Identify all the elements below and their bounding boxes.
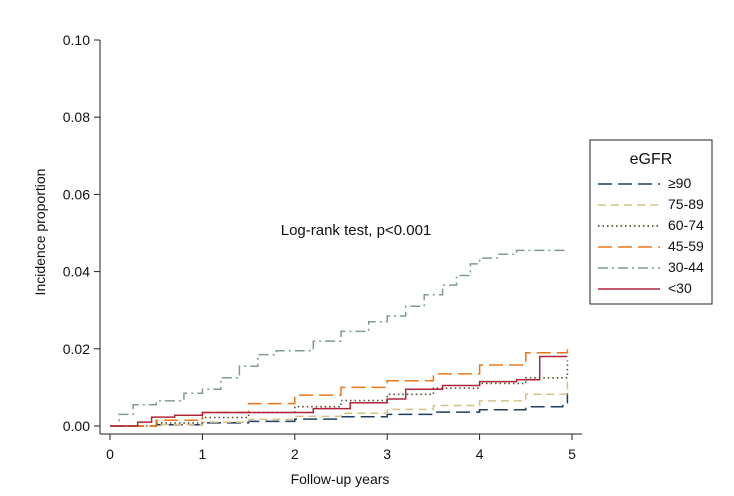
y-tick-label: 0.10 bbox=[63, 32, 90, 48]
y-tick-label: 0.00 bbox=[63, 418, 90, 434]
series-line bbox=[110, 381, 569, 427]
x-tick-label: 1 bbox=[199, 446, 207, 462]
y-tick-label: 0.02 bbox=[63, 341, 90, 357]
x-axis-title: Follow-up years bbox=[291, 471, 390, 487]
x-tick-label: 3 bbox=[383, 446, 391, 462]
y-axis-title: Incidence proportion bbox=[32, 169, 48, 296]
series-line bbox=[110, 360, 569, 427]
legend-label: ≥90 bbox=[668, 175, 691, 191]
legend-label: 60-74 bbox=[668, 217, 704, 233]
series-line bbox=[110, 355, 568, 427]
legend-title: eGFR bbox=[630, 151, 673, 168]
x-tick-label: 0 bbox=[106, 446, 114, 462]
legend-label: 75-89 bbox=[668, 196, 704, 212]
x-tick-label: 5 bbox=[568, 446, 576, 462]
legend-label: <30 bbox=[668, 280, 692, 296]
series-line bbox=[110, 346, 569, 427]
y-tick-label: 0.06 bbox=[63, 186, 90, 202]
y-tick-label: 0.08 bbox=[63, 109, 90, 125]
y-tick-label: 0.04 bbox=[63, 264, 90, 280]
legend: eGFR ≥90 75-89 60-74 45-59 30-44 <30 bbox=[589, 139, 713, 305]
series-lines bbox=[110, 249, 569, 427]
axes: 0.00 0.02 0.04 0.06 0.08 0.10 0 1 2 3 4 5 bbox=[63, 32, 582, 462]
x-tick-label: 2 bbox=[291, 446, 299, 462]
legend-label: 30-44 bbox=[668, 259, 704, 275]
legend-label: 45-59 bbox=[668, 238, 704, 254]
x-tick-label: 4 bbox=[476, 446, 484, 462]
logrank-annotation: Log-rank test, p<0.001 bbox=[281, 222, 432, 239]
series-line bbox=[110, 393, 569, 427]
series-line bbox=[110, 249, 568, 427]
plot-region-background bbox=[100, 20, 582, 444]
legend-box bbox=[589, 139, 713, 305]
